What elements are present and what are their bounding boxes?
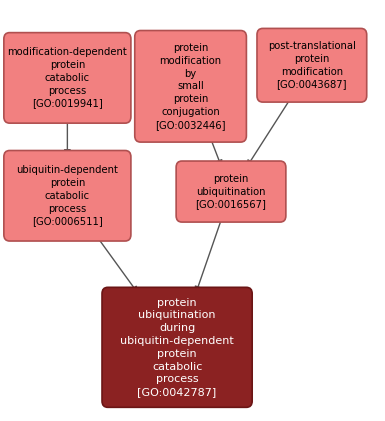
- FancyBboxPatch shape: [4, 33, 131, 123]
- Text: ubiquitin-dependent
protein
catabolic
process
[GO:0006511]: ubiquitin-dependent protein catabolic pr…: [17, 165, 118, 226]
- Text: protein
ubiquitination
during
ubiquitin-dependent
protein
catabolic
process
[GO:: protein ubiquitination during ubiquitin-…: [120, 298, 234, 397]
- FancyBboxPatch shape: [4, 150, 131, 241]
- FancyBboxPatch shape: [176, 161, 286, 222]
- Text: modification-dependent
protein
catabolic
process
[GO:0019941]: modification-dependent protein catabolic…: [7, 47, 127, 109]
- FancyBboxPatch shape: [135, 30, 246, 142]
- Text: protein
modification
by
small
protein
conjugation
[GO:0032446]: protein modification by small protein co…: [155, 43, 226, 130]
- Text: post-translational
protein
modification
[GO:0043687]: post-translational protein modification …: [268, 41, 356, 89]
- FancyBboxPatch shape: [257, 29, 367, 102]
- Text: protein
ubiquitination
[GO:0016567]: protein ubiquitination [GO:0016567]: [196, 174, 266, 209]
- FancyBboxPatch shape: [102, 287, 252, 408]
